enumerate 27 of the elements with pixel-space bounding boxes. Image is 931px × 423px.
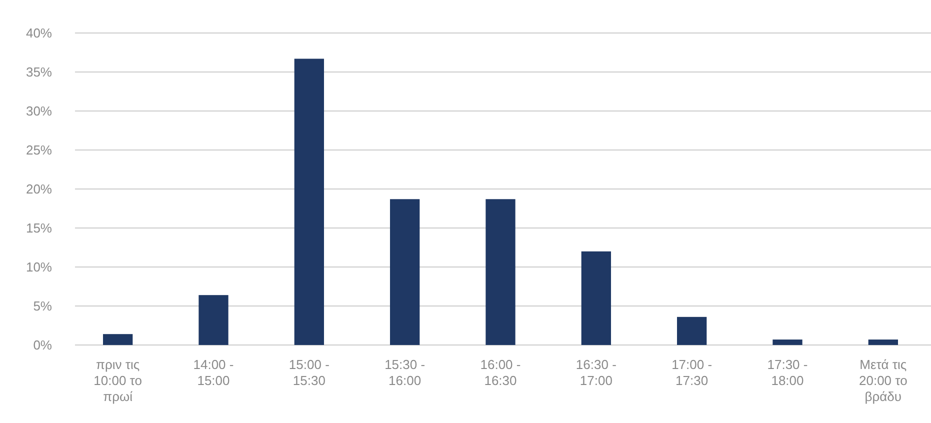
y-tick-label: 10% bbox=[26, 260, 52, 275]
bar bbox=[772, 340, 802, 345]
bar bbox=[390, 199, 420, 345]
x-tick-label: 17:00 - 17:30 bbox=[672, 357, 712, 388]
bar bbox=[868, 340, 898, 345]
y-tick-label: 15% bbox=[26, 220, 52, 236]
bar bbox=[486, 199, 516, 345]
bar bbox=[677, 316, 707, 345]
y-tick-label: 5% bbox=[33, 298, 52, 314]
x-tick-label: 17:30 - 18:00 bbox=[767, 357, 808, 388]
y-tick-label: 35% bbox=[26, 64, 52, 80]
y-tick-label: 30% bbox=[26, 104, 52, 119]
y-tick-label: 25% bbox=[26, 142, 52, 158]
x-tick-label: 15:00 - 15:30 bbox=[288, 357, 330, 388]
bar bbox=[581, 251, 611, 345]
y-tick-label: 40% bbox=[26, 26, 52, 41]
x-tick-label: 14:00 - 15:00 bbox=[193, 357, 234, 388]
y-tick-label: 20% bbox=[26, 182, 52, 197]
x-tick-label: 15:30 - 16:00 bbox=[384, 357, 426, 388]
x-tick-label: πριν τις 10:00 το πρωί bbox=[94, 357, 142, 404]
y-tick-label: 0% bbox=[33, 338, 52, 353]
x-tick-label: Μετά τις 20:00 το βράδυ bbox=[859, 357, 908, 404]
bar bbox=[198, 295, 228, 345]
bar bbox=[103, 334, 133, 345]
x-tick-label: 16:00 - 16:30 bbox=[480, 357, 521, 388]
x-tick-label: 16:30 - 17:00 bbox=[576, 357, 616, 388]
bar bbox=[294, 58, 324, 345]
